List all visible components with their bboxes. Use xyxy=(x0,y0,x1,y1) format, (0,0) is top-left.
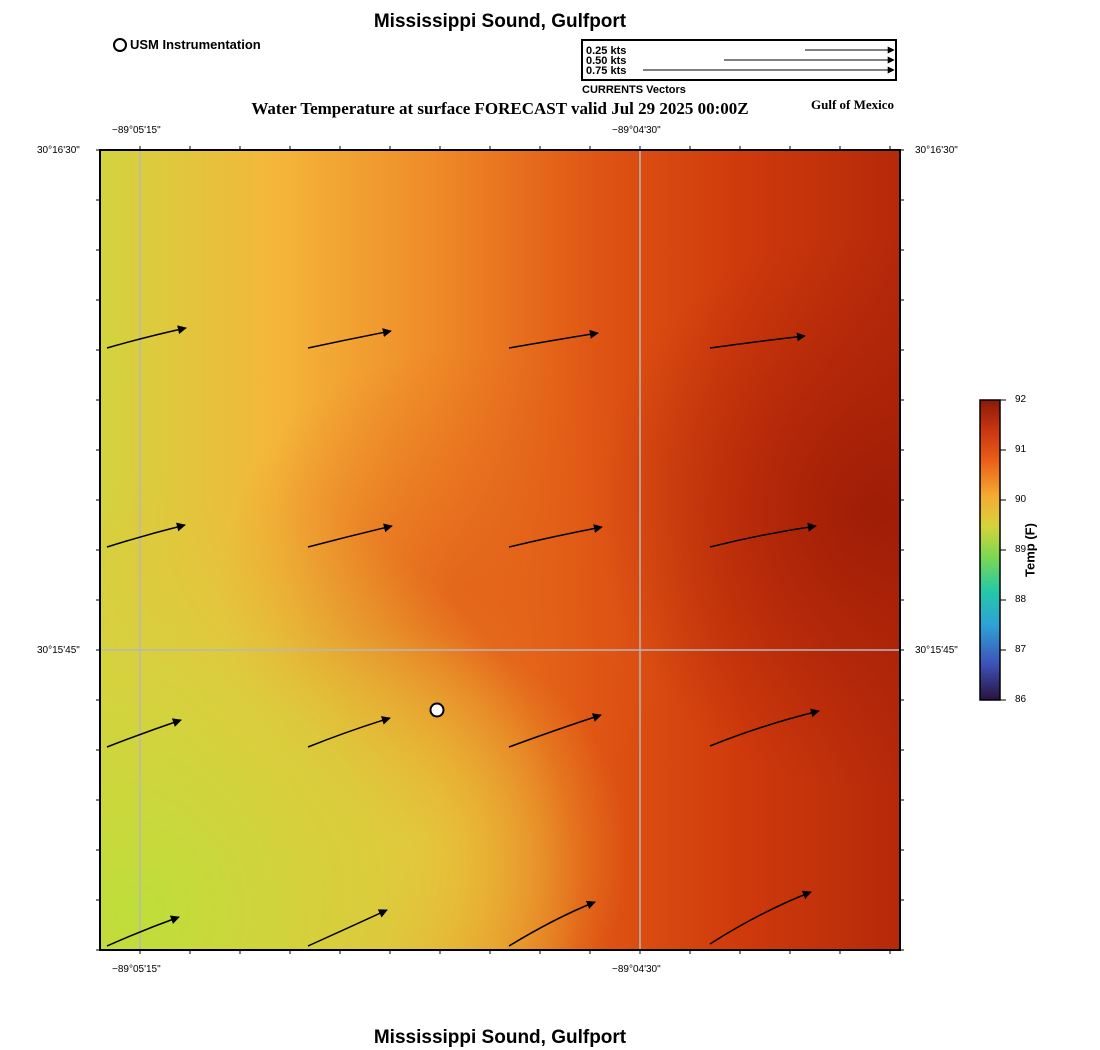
current-vector xyxy=(508,329,599,349)
lat-tick-right-2: 30°15'45" xyxy=(915,645,958,656)
vector-scale-label: 0.75 kts xyxy=(586,65,627,77)
colorbar-tick-label: 87 xyxy=(1015,644,1027,655)
current-vector xyxy=(106,915,180,947)
temperature-field xyxy=(100,150,900,950)
colorbar-tick-label: 92 xyxy=(1015,394,1027,405)
current-vector xyxy=(307,716,391,748)
lon-tick-top-2: −89°04'30" xyxy=(612,125,661,136)
lat-tick-right-1: 30°16'30" xyxy=(915,145,958,156)
current-vector xyxy=(508,900,596,947)
current-vector xyxy=(508,524,603,548)
vector-scale-label: 0.50 kts xyxy=(586,55,627,67)
lat-tick-left-1: 30°16'30" xyxy=(37,145,80,156)
colorbar-tick-label: 86 xyxy=(1015,694,1027,705)
current-vector xyxy=(709,332,806,349)
colorbar-title: Temp (F) xyxy=(1022,523,1038,577)
colorbar xyxy=(979,399,1006,701)
current-vector xyxy=(307,328,392,349)
vectors-title: CURRENTS Vectors xyxy=(582,84,686,96)
current-vector xyxy=(106,522,186,548)
current-vector xyxy=(709,890,812,945)
colorbar-tick-label: 91 xyxy=(1015,444,1027,455)
current-vector xyxy=(709,522,817,548)
current-vector xyxy=(307,909,388,947)
lon-tick-bottom-2: −89°04'30" xyxy=(612,964,661,975)
map-title: Mississippi Sound, Gulfport xyxy=(373,11,627,32)
colorbar-scale xyxy=(979,399,1001,701)
current-vector xyxy=(508,713,602,748)
colorbar-tick-label: 90 xyxy=(1015,494,1027,505)
frame-ticks xyxy=(96,146,904,954)
footer-title: Mississippi Sound, Gulfport xyxy=(373,1027,627,1048)
vector-scale-legend: 0.25 kts 0.50 kts 0.75 kts xyxy=(581,39,897,81)
station-marker-icon xyxy=(113,37,127,52)
current-vectors xyxy=(106,325,820,947)
colorbar-tick-label: 88 xyxy=(1015,594,1027,605)
colorbar-tick-label: 89 xyxy=(1015,544,1027,555)
station-legend: USM Instrumentation xyxy=(113,37,261,52)
usm-station-marker[interactable] xyxy=(429,702,445,718)
region-label: Gulf of Mexico xyxy=(811,97,895,112)
current-vector xyxy=(709,708,820,747)
map-subtitle: Water Temperature at surface FORECAST va… xyxy=(251,99,749,118)
graticule xyxy=(100,150,900,950)
current-vector xyxy=(106,718,182,748)
lon-tick-bottom-1: −89°05'15" xyxy=(112,964,161,975)
vector-scale-label: 0.25 kts xyxy=(586,45,627,57)
lon-tick-top-1: −89°05'15" xyxy=(112,125,161,136)
vector-scale-arrows xyxy=(643,46,895,74)
station-legend-label: USM Instrumentation xyxy=(130,37,261,52)
current-vector xyxy=(106,325,187,349)
current-vector xyxy=(307,523,393,548)
lat-tick-left-2: 30°15'45" xyxy=(37,645,80,656)
